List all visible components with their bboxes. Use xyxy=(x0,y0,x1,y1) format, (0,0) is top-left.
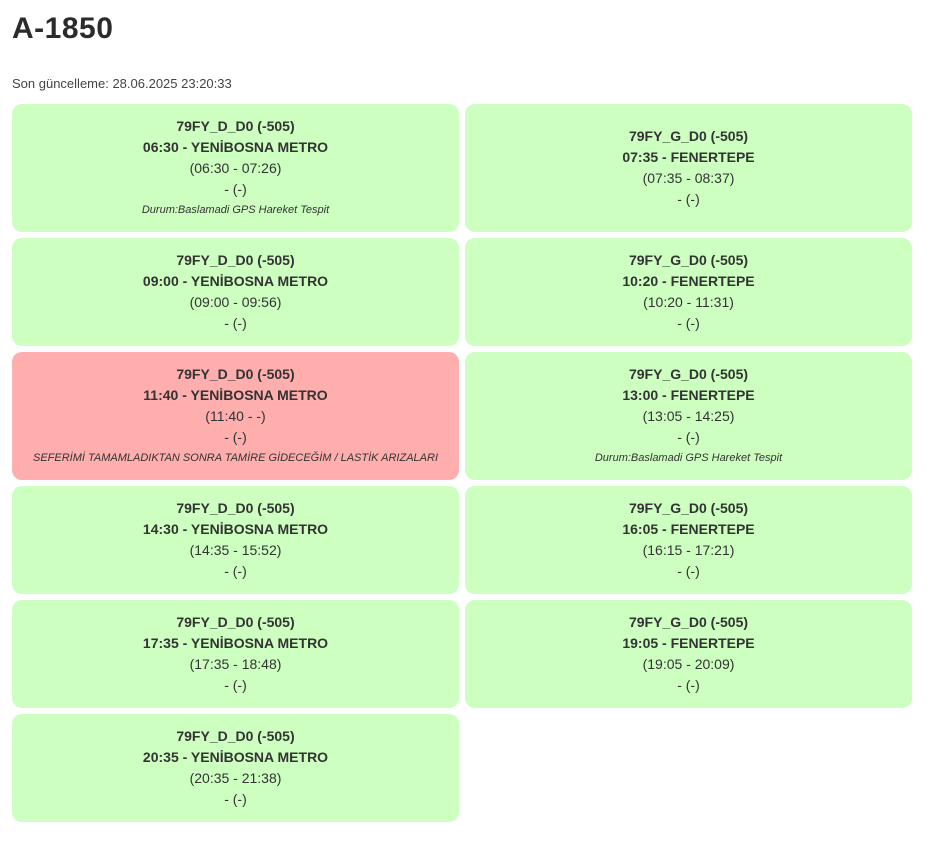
trip-card[interactable]: 79FY_G_D0 (-505) 16:05 - FENERTEPE (16:1… xyxy=(465,486,912,594)
trip-actual-time: (10:20 - 11:31) xyxy=(643,294,734,310)
trip-card[interactable]: 79FY_D_D0 (-505) 20:35 - YENİBOSNA METRO… xyxy=(12,714,459,822)
trip-card[interactable]: 79FY_D_D0 (-505) 17:35 - YENİBOSNA METRO… xyxy=(12,600,459,708)
trip-actual-time: (06:30 - 07:26) xyxy=(189,160,282,176)
trip-code: 79FY_G_D0 (-505) xyxy=(628,252,749,268)
trip-code: 79FY_G_D0 (-505) xyxy=(628,366,749,382)
trip-extra: - (-) xyxy=(224,677,247,693)
trip-extra: - (-) xyxy=(677,677,700,693)
trip-card[interactable]: 79FY_G_D0 (-505) 07:35 - FENERTEPE (07:3… xyxy=(465,104,912,232)
trip-card[interactable]: 79FY_D_D0 (-505) 14:30 - YENİBOSNA METRO… xyxy=(12,486,459,594)
trip-departure: 13:00 - FENERTEPE xyxy=(622,387,755,403)
last-updated-text: Son güncelleme: 28.06.2025 23:20:33 xyxy=(12,76,232,91)
trip-code: 79FY_G_D0 (-505) xyxy=(628,614,749,630)
trip-extra: - (-) xyxy=(224,429,247,445)
trip-card[interactable]: 79FY_G_D0 (-505) 19:05 - FENERTEPE (19:0… xyxy=(465,600,912,708)
trip-departure: 11:40 - YENİBOSNA METRO xyxy=(143,387,328,403)
trip-card[interactable]: 79FY_D_D0 (-505) 09:00 - YENİBOSNA METRO… xyxy=(12,238,459,346)
trip-departure: 14:30 - YENİBOSNA METRO xyxy=(142,521,329,537)
trip-code: 79FY_D_D0 (-505) xyxy=(176,366,295,382)
trip-actual-time: (11:40 - -) xyxy=(205,408,266,424)
trip-code: 79FY_G_D0 (-505) xyxy=(628,128,749,144)
trip-card[interactable]: 79FY_D_D0 (-505) 06:30 - YENİBOSNA METRO… xyxy=(12,104,459,232)
trip-actual-time: (14:35 - 15:52) xyxy=(189,542,282,558)
trip-code: 79FY_D_D0 (-505) xyxy=(176,118,295,134)
trip-extra: - (-) xyxy=(224,315,247,331)
trip-code: 79FY_D_D0 (-505) xyxy=(176,500,295,516)
page-title: A-1850 xyxy=(12,12,114,45)
trip-actual-time: (16:15 - 17:21) xyxy=(642,542,735,558)
trip-actual-time: (20:35 - 21:38) xyxy=(189,770,282,786)
trip-code: 79FY_G_D0 (-505) xyxy=(628,500,749,516)
trip-actual-time: (17:35 - 18:48) xyxy=(189,656,282,672)
trip-card[interactable]: 79FY_G_D0 (-505) 13:00 - FENERTEPE (13:0… xyxy=(465,352,912,480)
trip-extra: - (-) xyxy=(677,563,700,579)
trip-departure: 20:35 - YENİBOSNA METRO xyxy=(142,749,329,765)
trip-extra: - (-) xyxy=(677,315,700,331)
trip-actual-time: (13:05 - 14:25) xyxy=(642,408,735,424)
trip-extra: - (-) xyxy=(677,429,700,445)
trip-departure: 10:20 - FENERTEPE xyxy=(622,273,755,289)
trip-card-alert[interactable]: 79FY_D_D0 (-505) 11:40 - YENİBOSNA METRO… xyxy=(12,352,459,480)
trip-departure: 06:30 - YENİBOSNA METRO xyxy=(142,139,329,155)
trip-departure: 16:05 - FENERTEPE xyxy=(622,521,755,537)
trip-actual-time: (19:05 - 20:09) xyxy=(642,656,735,672)
page: A-1850 Son güncelleme: 28.06.2025 23:20:… xyxy=(12,0,912,822)
trip-code: 79FY_D_D0 (-505) xyxy=(176,728,295,744)
trip-note: Durum:Baslamadi GPS Hareket Tespit xyxy=(141,204,330,216)
trip-code: 79FY_D_D0 (-505) xyxy=(176,252,295,268)
trip-departure: 17:35 - YENİBOSNA METRO xyxy=(142,635,329,651)
trip-grid: 79FY_D_D0 (-505) 06:30 - YENİBOSNA METRO… xyxy=(12,104,912,822)
trip-extra: - (-) xyxy=(224,181,247,197)
trip-code: 79FY_D_D0 (-505) xyxy=(176,614,295,630)
trip-actual-time: (09:00 - 09:56) xyxy=(189,294,282,310)
trip-extra: - (-) xyxy=(224,791,247,807)
trip-note: Durum:Baslamadi GPS Hareket Tespit xyxy=(594,452,783,464)
trip-actual-time: (07:35 - 08:37) xyxy=(642,170,735,186)
trip-extra: - (-) xyxy=(224,563,247,579)
trip-departure: 07:35 - FENERTEPE xyxy=(622,149,755,165)
trip-card[interactable]: 79FY_G_D0 (-505) 10:20 - FENERTEPE (10:2… xyxy=(465,238,912,346)
trip-departure: 09:00 - YENİBOSNA METRO xyxy=(142,273,329,289)
trip-departure: 19:05 - FENERTEPE xyxy=(622,635,755,651)
trip-extra: - (-) xyxy=(677,191,700,207)
trip-note: SEFERİMİ TAMAMLADIKTAN SONRA TAMİRE GİDE… xyxy=(32,452,439,464)
